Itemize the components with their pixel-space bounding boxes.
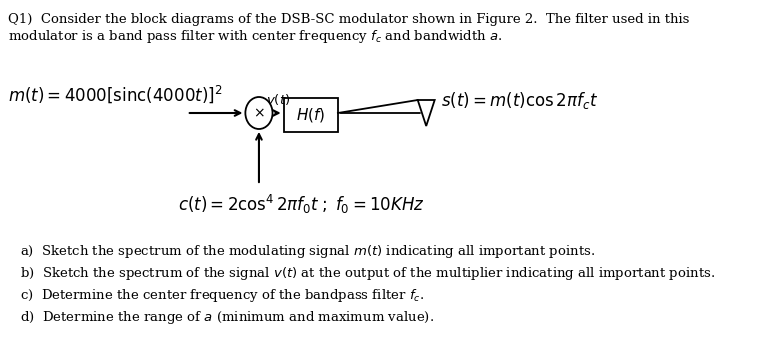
Text: $c(t) = 2\cos^4 2\pi f_0 t\;  ;\;  f_0 = 10KHz$: $c(t) = 2\cos^4 2\pi f_0 t\; ;\; f_0 = 1… bbox=[178, 193, 425, 216]
Text: b)  Sketch the spectrum of the signal $v(t)$ at the output of the multiplier ind: b) Sketch the spectrum of the signal $v(… bbox=[20, 265, 715, 282]
Text: a)  Sketch the spectrum of the modulating signal $m(t)$ indicating all important: a) Sketch the spectrum of the modulating… bbox=[20, 243, 596, 260]
Text: modulator is a band pass filter with center frequency $f_c$ and bandwidth $a$.: modulator is a band pass filter with cen… bbox=[8, 28, 503, 45]
Text: $\times$: $\times$ bbox=[253, 106, 264, 120]
Bar bbox=[284, 98, 338, 132]
Text: $m(t) = 4000\left[\mathrm{sinc}(4000t)\right]^2$: $m(t) = 4000\left[\mathrm{sinc}(4000t)\r… bbox=[8, 83, 223, 105]
Text: d)  Determine the range of $a$ (minimum and maximum value).: d) Determine the range of $a$ (minimum a… bbox=[20, 309, 434, 326]
Text: $s(t) = m(t)\cos 2\pi f_c t$: $s(t) = m(t)\cos 2\pi f_c t$ bbox=[442, 90, 599, 111]
Text: $H(f)$: $H(f)$ bbox=[296, 106, 325, 124]
Text: $v(t)$: $v(t)$ bbox=[266, 92, 290, 107]
Text: Q1)  Consider the block diagrams of the DSB-SC modulator shown in Figure 2.  The: Q1) Consider the block diagrams of the D… bbox=[8, 13, 690, 26]
Text: c)  Determine the center frequency of the bandpass filter $f_c$.: c) Determine the center frequency of the… bbox=[20, 287, 425, 304]
